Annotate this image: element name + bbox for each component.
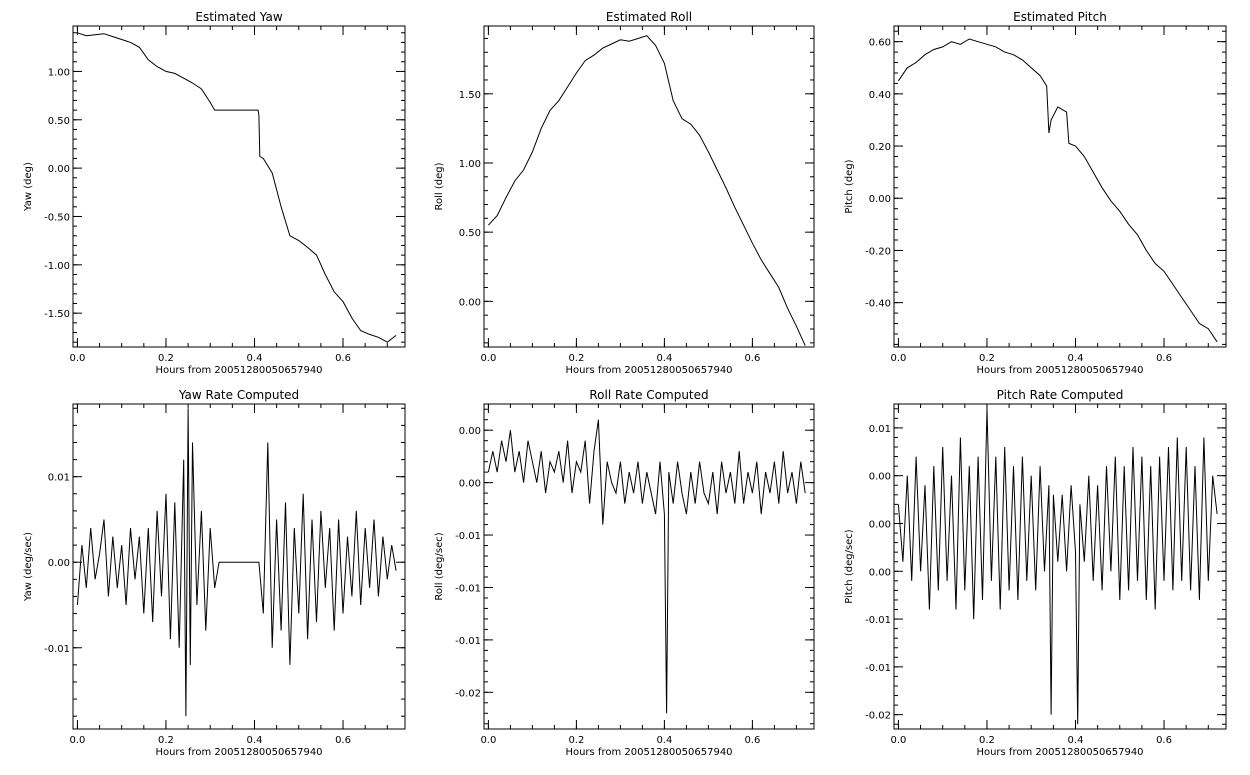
x-tick-label: 0.4	[656, 735, 672, 746]
x-tick-label: 0.4	[1068, 735, 1084, 746]
chart-title: Estimated Roll	[606, 10, 692, 24]
y-tick-label: -0.01	[865, 663, 891, 674]
chart-panel-1: 0.0 0.2 0.4 0.6 -1.50 -1.00 -0.50 0.00 0.50 1.00 E…	[23, 10, 406, 376]
y-tick-label: 0.00	[869, 567, 891, 578]
y-tick-label: -0.01	[865, 615, 891, 626]
x-tick-label: 0.6	[335, 735, 351, 746]
x-axis-label: Hours from 20051280050657940	[976, 365, 1143, 376]
y-tick-label: -1.50	[44, 309, 70, 320]
chart-panel-4: 0.0 0.2 0.4 0.6 -0.01 0.00 0.01 Yaw Rate Comput…	[23, 388, 406, 758]
x-axis-label: Hours from 20051280050657940	[565, 365, 732, 376]
y-tick-label: -0.01	[455, 531, 481, 542]
x-tick-label: 0.0	[480, 353, 496, 364]
y-axis-label: Yaw (deg/sec)	[23, 532, 34, 602]
chart-panel-5: 0.0 0.2 0.4 0.6 -0.02 -0.01 -0.01 -0.01 0.00 0.00…	[434, 388, 815, 758]
y-tick-label: 0.00	[459, 297, 481, 308]
chart-title: Pitch Rate Computed	[997, 388, 1124, 402]
plot-frame	[483, 25, 815, 348]
data-line-series-1	[487, 419, 806, 714]
plot-frame	[72, 403, 406, 730]
chart-panel-3: 0.0 0.2 0.4 0.6 -0.40 -0.20 0.00 0.20 0.40 0.60 Es…	[844, 10, 1227, 376]
y-tick-label: 0.00	[869, 519, 891, 530]
y-tick-label: -1.00	[44, 261, 70, 272]
x-tick-label: 0.4	[247, 353, 263, 364]
y-tick-label: -0.01	[44, 644, 70, 655]
x-tick-label: 0.6	[744, 735, 760, 746]
y-tick-label: 0.01	[869, 424, 891, 435]
plot-frame	[483, 403, 815, 730]
data-line-series-1	[77, 32, 397, 343]
y-axis-label: Yaw (deg)	[23, 162, 34, 212]
y-tick-label: 0.00	[459, 479, 481, 490]
y-tick-label: -0.50	[44, 212, 70, 223]
x-tick-label: 0.4	[656, 353, 672, 364]
y-tick-label: 0.00	[459, 426, 481, 437]
chart-title: Roll Rate Computed	[589, 388, 708, 402]
y-axis-label: Roll (deg)	[434, 162, 445, 210]
chart-panel-2: 0.0 0.2 0.4 0.6 0.00 0.50 1.00 1.50 Estimated Ro…	[434, 10, 815, 376]
y-tick-label: 0.40	[869, 90, 891, 101]
x-axis-label: Hours from 20051280050657940	[155, 365, 322, 376]
data-line-series-1	[488, 35, 806, 346]
y-axis-label: Pitch (deg/sec)	[844, 529, 855, 604]
y-tick-label: 0.20	[869, 142, 891, 153]
y-tick-label: -0.20	[865, 246, 891, 257]
data-line-series-1	[897, 408, 1218, 725]
x-tick-label: 0.0	[890, 735, 906, 746]
y-tick-label: 0.00	[48, 558, 70, 569]
x-tick-label: 0.6	[1156, 735, 1172, 746]
chart-title: Estimated Pitch	[1013, 10, 1107, 24]
y-tick-label: -0.02	[865, 711, 891, 722]
chart-panel-6: 0.0 0.2 0.4 0.6 -0.02 -0.01 -0.01 0.00 0.00 0.00 0…	[844, 388, 1227, 758]
chart-title: Yaw Rate Computed	[178, 388, 299, 402]
x-tick-label: 0.0	[69, 735, 85, 746]
plot-frame	[72, 25, 406, 348]
x-tick-label: 0.2	[568, 735, 584, 746]
y-tick-label: -0.02	[455, 688, 481, 699]
chart-title: Estimated Yaw	[195, 10, 282, 24]
data-line-series-1	[76, 408, 397, 717]
y-axis-label: Roll (deg/sec)	[434, 532, 445, 600]
x-tick-label: 0.0	[890, 353, 906, 364]
y-tick-label: 1.50	[459, 90, 481, 101]
x-tick-label: 0.0	[480, 735, 496, 746]
x-axis-label: Hours from 20051280050657940	[155, 747, 322, 758]
y-tick-label: 0.00	[48, 164, 70, 175]
x-tick-label: 0.2	[158, 735, 174, 746]
x-axis-label: Hours from 20051280050657940	[565, 747, 732, 758]
y-tick-label: 0.50	[48, 116, 70, 127]
plot-frame	[893, 403, 1227, 730]
plot-frame	[893, 25, 1227, 348]
y-tick-label: 0.01	[48, 473, 70, 484]
y-axis-label: Pitch (deg)	[844, 159, 855, 213]
x-axis-label: Hours from 20051280050657940	[976, 747, 1143, 758]
x-tick-label: 0.2	[568, 353, 584, 364]
y-tick-label: 0.00	[869, 194, 891, 205]
x-tick-label: 0.2	[158, 353, 174, 364]
y-tick-label: -0.01	[455, 636, 481, 647]
x-tick-label: 0.2	[979, 735, 995, 746]
y-tick-label: -0.01	[455, 583, 481, 594]
y-tick-label: 1.00	[459, 159, 481, 170]
x-tick-label: 0.4	[247, 735, 263, 746]
x-tick-label: 0.6	[335, 353, 351, 364]
y-tick-label: 0.60	[869, 38, 891, 49]
y-tick-label: 0.50	[459, 228, 481, 239]
y-tick-label: 0.00	[869, 472, 891, 483]
x-tick-label: 0.6	[1156, 353, 1172, 364]
y-tick-label: -0.40	[865, 299, 891, 310]
data-line-series-1	[897, 38, 1218, 343]
x-tick-label: 0.4	[1068, 353, 1084, 364]
x-tick-label: 0.0	[69, 353, 85, 364]
x-tick-label: 0.2	[979, 353, 995, 364]
x-tick-label: 0.6	[744, 353, 760, 364]
y-tick-label: 1.00	[48, 67, 70, 78]
